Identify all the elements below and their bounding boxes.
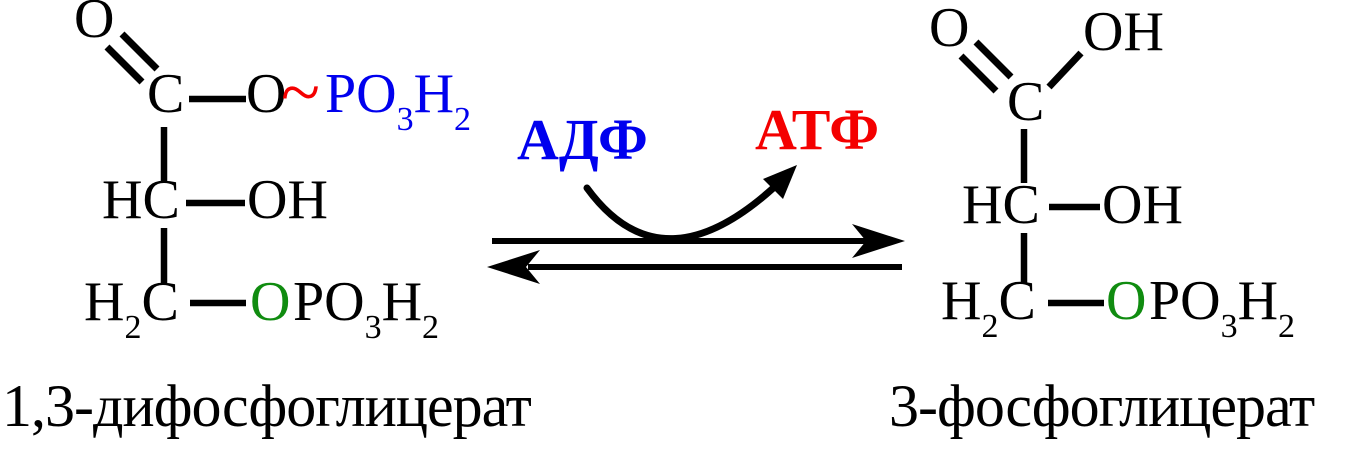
substrate-carbonyl-double-bond-line1 (119, 31, 160, 72)
phosphate-h: H (413, 63, 455, 125)
product-hc-group: HC (962, 174, 1040, 236)
substrate-bonds (104, 31, 246, 307)
phosphate-h: H (381, 271, 423, 333)
phosphate-h: H (1237, 270, 1279, 332)
ch2-h: H (941, 270, 982, 332)
product-c1-carbon: C (1007, 71, 1045, 133)
adp-label: АДФ (517, 107, 648, 172)
product-carbonyl-double-bond-line2 (958, 53, 999, 94)
substrate-ester-oxygen: O (246, 63, 287, 125)
substrate-c1-carbon: C (147, 63, 185, 125)
phosphate-sub2: 2 (454, 101, 472, 138)
ch2-sub2: 2 (981, 308, 999, 345)
substrate-ch2-group: H2C (84, 271, 179, 345)
ch2-h: H (84, 271, 125, 333)
phosphate-sub2: 2 (1278, 308, 1296, 345)
product-c3-ester-oxygen: O (1106, 270, 1147, 332)
product-carbonyl-oxygen: O (929, 0, 970, 59)
product-bonds (958, 39, 1104, 307)
phosphate-sub3: 3 (396, 101, 414, 138)
product-c1-oh-bond (1046, 50, 1084, 90)
substrate-carbonyl-oxygen: O (74, 0, 115, 50)
forward-arrow-head (852, 224, 905, 258)
phosphate-po: PO (1149, 270, 1221, 332)
adp-atp-arc (583, 172, 790, 243)
reverse-arrow-head (487, 250, 540, 284)
ch2-c: C (998, 270, 1036, 332)
product-carbonyl-double-bond-line1 (973, 39, 1014, 80)
phosphate-sub3: 3 (364, 309, 382, 346)
product-name-label: 3-фосфоглицерат (889, 373, 1315, 439)
product-phosphate: PO3H2 (1149, 270, 1295, 344)
ch2-c: C (141, 271, 179, 333)
cofactor-arrow (583, 165, 797, 243)
substrate-hc-group: HC (102, 169, 180, 231)
substrate-c3-ester-oxygen: O (250, 271, 291, 333)
substrate-carbonyl-double-bond-line2 (104, 44, 145, 85)
product-carboxyl-hydroxyl: OH (1083, 1, 1164, 63)
substrate-phosphate-bottom: PO3H2 (293, 271, 439, 345)
phosphate-po: PO (293, 271, 365, 333)
substrate-name-label: 1,3-дифосфоглицерат (2, 373, 532, 439)
atp-label: АТФ (755, 97, 880, 162)
product-ch2-group: H2C (941, 270, 1036, 344)
phosphate-sub2: 2 (422, 309, 440, 346)
ch2-sub2: 2 (124, 309, 142, 346)
phosphate-po: PO (325, 63, 397, 125)
substrate-phosphate-top: PO3H2 (325, 63, 471, 137)
phosphate-sub3: 3 (1220, 308, 1238, 345)
adp-atp-arc-head (763, 165, 797, 199)
high-energy-bond-tilde: ~ (281, 52, 320, 132)
substrate-c2-hydroxyl: OH (247, 169, 328, 231)
product-c2-hydroxyl: OH (1102, 174, 1183, 236)
